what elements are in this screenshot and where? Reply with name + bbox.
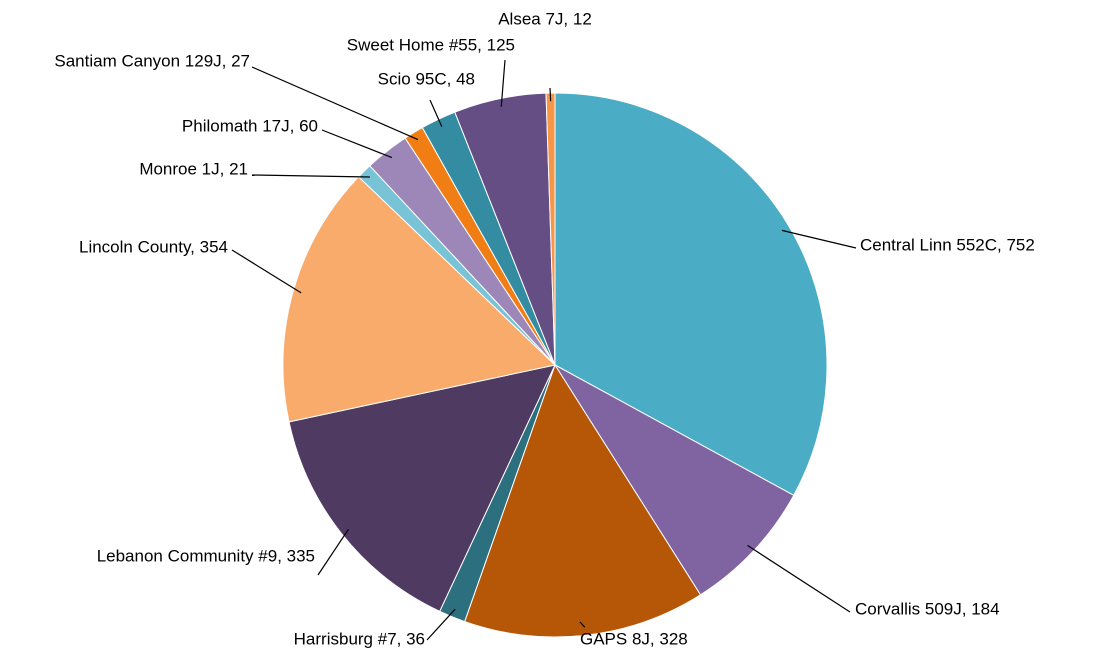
data-label: Alsea 7J, 12: [498, 9, 592, 28]
data-label: Lebanon Community #9, 335: [97, 546, 315, 565]
pie-slice: [282, 176, 557, 423]
data-label: Corvallis 509J, 184: [855, 599, 1000, 618]
leader-line: [500, 59, 506, 107]
data-label: Scio 95C, 48: [378, 69, 475, 88]
data-label: Monroe 1J, 21: [139, 159, 248, 178]
leader-line: [747, 544, 851, 613]
leader-line: [781, 229, 857, 249]
leader-line: [317, 528, 349, 576]
pie-slice: [288, 364, 556, 613]
pie-slice: [463, 363, 702, 638]
leader-line: [429, 99, 443, 127]
leader-line: [549, 87, 552, 102]
data-label: Sweet Home #55, 125: [347, 35, 515, 54]
pie-slice: [553, 363, 795, 596]
data-label: Central Linn 552C, 752: [860, 235, 1035, 254]
pie-slice: [554, 92, 828, 497]
data-label: Santiam Canyon 129J, 27: [54, 51, 250, 70]
leader-line: [321, 129, 393, 159]
data-label: GAPS 8J, 328: [580, 629, 688, 648]
leader-line: [231, 249, 302, 294]
data-label: Harrisburg #7, 36: [294, 629, 425, 648]
data-label: Lincoln County, 354: [79, 237, 228, 256]
leader-line: [579, 621, 586, 628]
leader-line: [426, 608, 456, 641]
leader-line: [251, 174, 370, 178]
data-label: Philomath 17J, 60: [182, 116, 318, 135]
leader-line: [251, 66, 419, 141]
